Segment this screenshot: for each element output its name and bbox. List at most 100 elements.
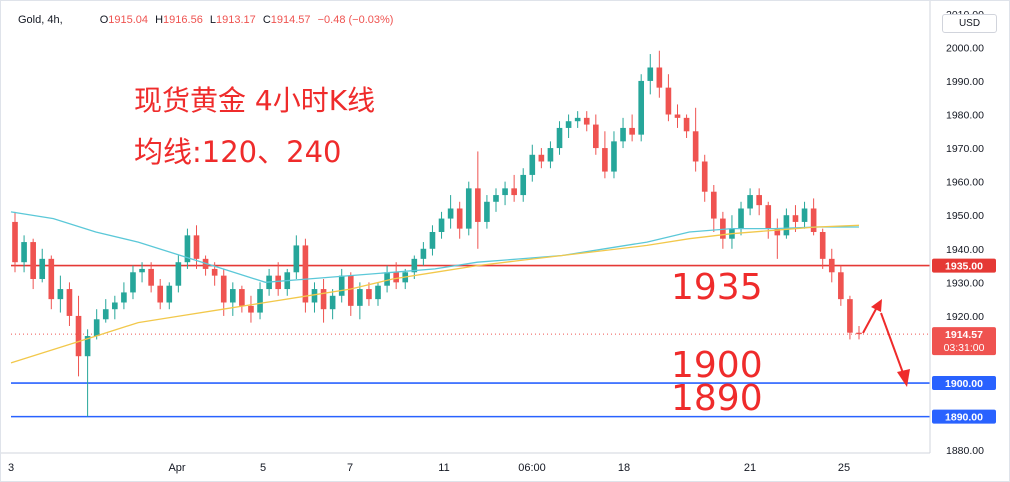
open-label: O — [99, 14, 109, 26]
candle-body — [629, 127, 635, 135]
high-value: 1916.56 — [163, 14, 203, 26]
candle-body — [647, 67, 654, 81]
candle-body — [502, 188, 508, 196]
price-tag-support-1-bg — [932, 376, 996, 391]
candle-body — [783, 215, 790, 236]
candle-body — [747, 195, 753, 209]
candle-body — [574, 117, 581, 122]
x-tick-label: 25 — [838, 462, 850, 474]
price-tag-support-2: 1890.00 — [945, 412, 983, 424]
candle-body — [229, 289, 236, 303]
candle-body — [593, 124, 599, 149]
y-tick-label: 2000.00 — [946, 42, 984, 54]
candle-body — [620, 127, 626, 142]
candle-body — [293, 245, 300, 273]
candle-body — [357, 289, 363, 306]
arrow-up-head — [871, 299, 882, 312]
candle-body — [520, 174, 527, 196]
candle-body — [375, 285, 381, 300]
ma-line-ma240 — [10, 224, 860, 364]
candle-body — [166, 285, 173, 303]
candle-body — [84, 336, 91, 357]
price-tag-support-2-bg — [932, 409, 996, 424]
x-tick-label: 21 — [744, 462, 756, 474]
y-tick-label: 1980.00 — [946, 110, 984, 122]
candle-body — [302, 245, 309, 303]
candle-body — [819, 231, 826, 259]
candle-body — [248, 305, 254, 313]
candle-body — [393, 272, 399, 283]
low-label: L — [209, 14, 216, 26]
candle-body — [411, 258, 418, 273]
candle-body — [366, 289, 372, 300]
candle-body — [275, 275, 281, 290]
candle-body — [130, 272, 136, 293]
price-tag-support-1: 1900.00 — [945, 378, 983, 390]
candle-body — [810, 208, 817, 232]
y-tick-label: 1990.00 — [946, 76, 984, 88]
high-label: H — [155, 14, 164, 26]
close-value: 1914.57 — [270, 14, 311, 26]
candle-body — [157, 285, 164, 303]
candle-body — [30, 242, 36, 279]
low-value: 1913.17 — [216, 14, 256, 26]
candle-body — [801, 208, 808, 222]
axes: 1880.001890.001900.001910.001920.001930.… — [1, 1, 984, 474]
y-tick-label: 1970.00 — [946, 143, 984, 155]
candle-body — [838, 272, 844, 300]
candle-body — [329, 295, 336, 310]
candle-body — [756, 195, 762, 206]
annotation-level-1935: 1935 — [671, 267, 763, 308]
y-tick-label: 1960.00 — [946, 177, 984, 189]
candle-body — [21, 242, 27, 263]
candle-body — [701, 161, 708, 192]
candle-body — [429, 231, 436, 249]
candle-body — [611, 141, 617, 172]
moving-averages — [10, 211, 860, 364]
price-tag-resistance: 1935.00 — [945, 261, 983, 273]
candle-body — [765, 205, 772, 229]
candle-body — [847, 299, 853, 333]
candle-body — [320, 289, 327, 310]
candle-body — [311, 289, 318, 303]
candle-body — [239, 289, 245, 306]
y-tick-label: 1930.00 — [946, 277, 984, 289]
currency-button[interactable]: USD — [942, 14, 997, 33]
x-tick-label: 18 — [618, 462, 630, 474]
candle-body — [384, 272, 390, 286]
y-tick-label: 1880.00 — [946, 445, 984, 457]
x-tick-label: 06:00 — [518, 462, 546, 474]
candle-body — [638, 80, 645, 135]
candle-body — [220, 275, 227, 303]
candle-body — [193, 235, 200, 259]
candle-body — [710, 191, 717, 219]
price-tag-resistance-bg — [932, 258, 996, 273]
candle-body — [338, 275, 345, 296]
candle-body — [674, 114, 681, 118]
annotation-level-1890: 1890 — [671, 378, 763, 419]
y-tick-label: 1940.00 — [946, 244, 984, 256]
candle-body — [447, 208, 454, 219]
candle-body — [856, 332, 862, 335]
x-tick-label: 3 — [8, 462, 14, 474]
candle-body — [438, 218, 445, 232]
candle-body — [484, 201, 490, 222]
annotation-ma-periods: 均线:120、240 — [134, 135, 342, 169]
candle-body — [148, 268, 154, 286]
candle-body — [57, 289, 64, 300]
candle-body — [112, 302, 118, 310]
x-tick-label: 11 — [438, 462, 449, 474]
open-value: 1915.04 — [108, 14, 149, 26]
x-tick-label: 5 — [260, 462, 266, 474]
candle-body — [257, 289, 263, 313]
y-tick-label: 1950.00 — [946, 210, 984, 222]
candle-body — [583, 117, 590, 125]
candle-body — [184, 235, 191, 263]
candle-body — [656, 67, 663, 88]
candle-body — [720, 218, 726, 239]
candle-body — [39, 258, 46, 279]
price-level-lines — [11, 264, 930, 418]
candle-body — [48, 258, 55, 300]
